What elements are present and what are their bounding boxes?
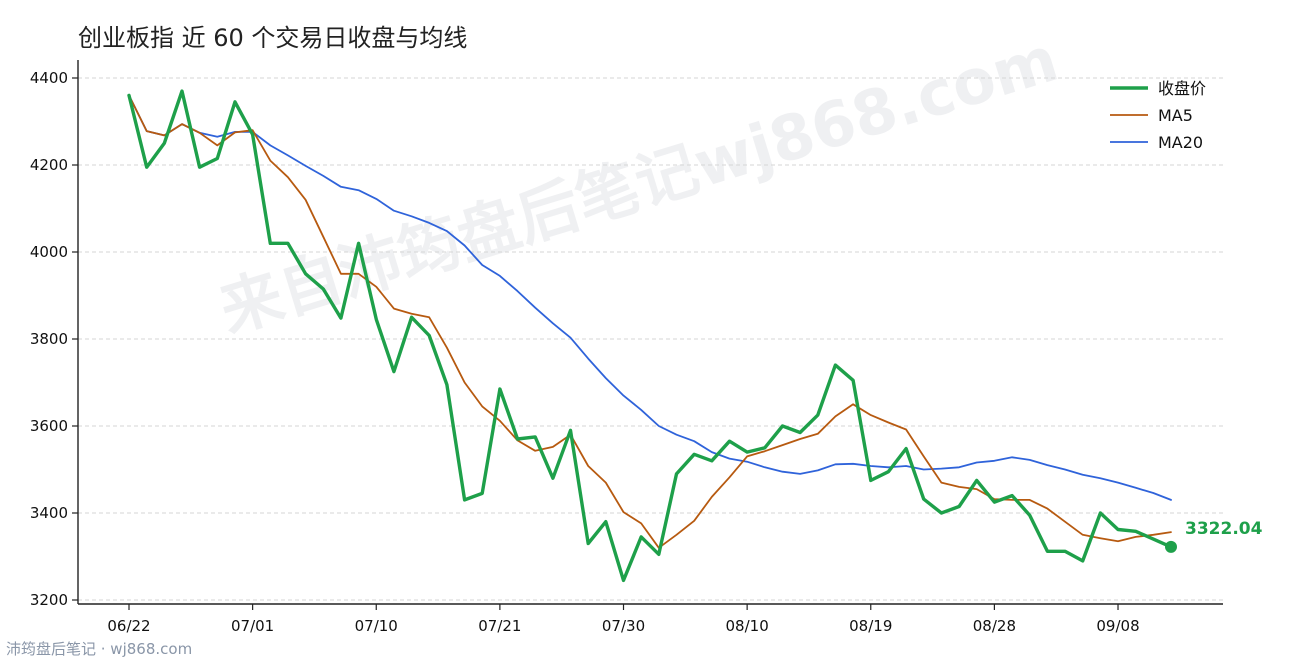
x-tick-label: 07/21 [478,617,521,635]
legend-label: MA20 [1158,133,1203,152]
series-line-收盘价 [127,89,1173,583]
watermark: 来自沛筠盘后笔记wj868.com [211,22,1066,347]
legend-label: 收盘价 [1158,79,1206,98]
x-tick-label: 07/01 [231,617,274,635]
y-tick-label: 3800 [30,330,68,348]
legend: 收盘价 MA5 MA20 [1110,79,1206,152]
series-layer: 3322.04 [127,89,1263,583]
y-tick-label: 3200 [30,591,68,609]
x-tick-label: 08/19 [849,617,892,635]
x-tick-label: 07/10 [355,617,398,635]
x-tick-label: 09/08 [1096,617,1139,635]
axes: 3200 3400 3600 3800 4000 4200 4400 06/22 07/01 07… [30,60,1223,635]
y-tick-label: 4000 [30,243,68,261]
last-value-label: 3322.04 [1185,519,1263,539]
x-tick-label: 08/28 [973,617,1016,635]
x-tick-label: 08/10 [726,617,769,635]
legend-label: MA5 [1158,106,1193,125]
page-title: 创业板指 近 60 个交易日收盘与均线 [78,24,468,52]
x-tick-label: 06/22 [107,617,150,635]
watermark-text: 来自沛筠盘后笔记wj868.com [211,22,1066,347]
y-tick-label: 3600 [30,417,68,435]
last-point-marker [1165,540,1177,553]
y-tick-label: 3400 [30,504,68,522]
grid [78,77,1223,601]
y-tick-label: 4400 [30,69,68,87]
x-tick-label: 07/30 [602,617,645,635]
y-tick-label: 4200 [30,156,68,174]
series-line-MA20 [128,94,1172,501]
footer-credit: 沛筠盘后笔记 · wj868.com [6,640,193,658]
